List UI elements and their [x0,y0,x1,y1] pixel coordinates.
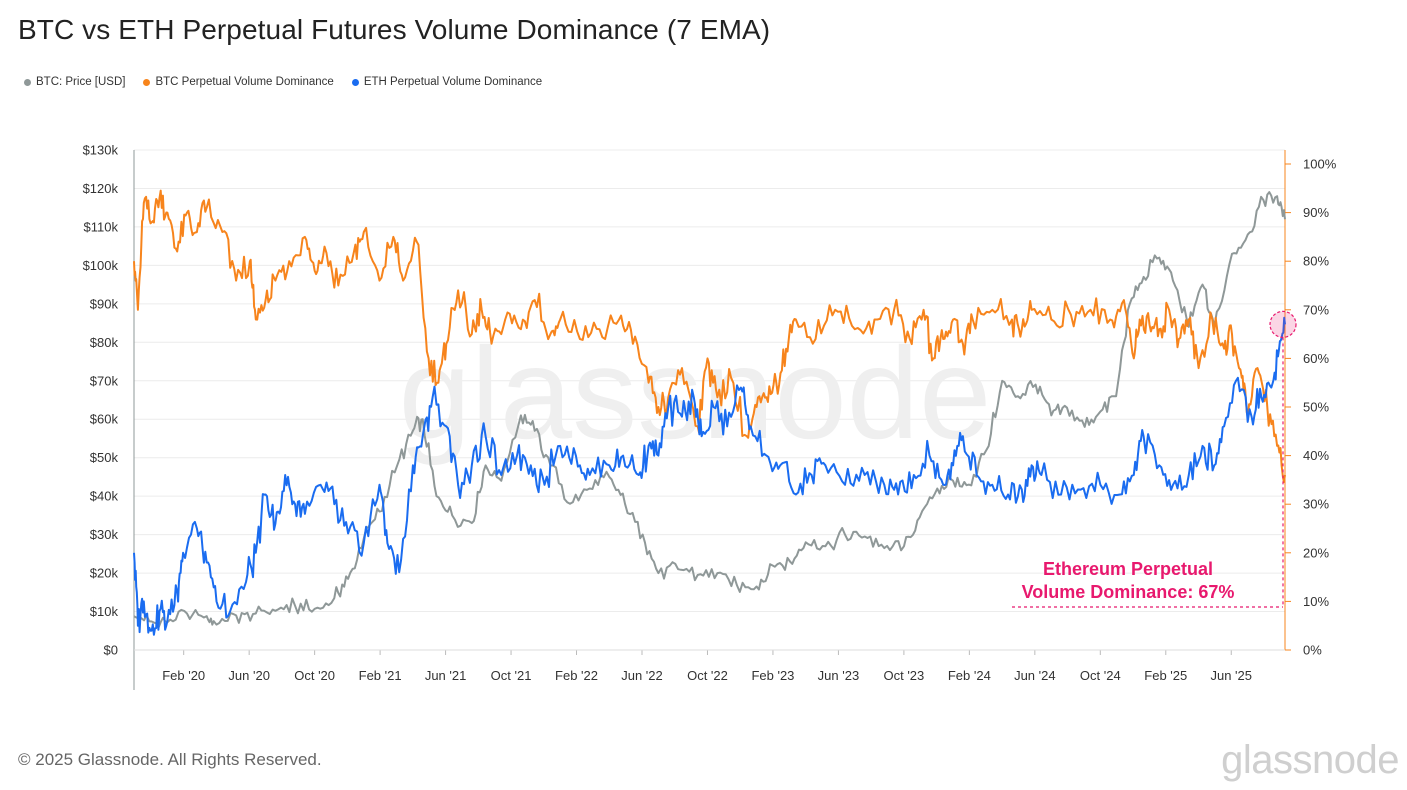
annotation-highlight-circle [1269,310,1297,338]
chart-title: BTC vs ETH Perpetual Futures Volume Domi… [18,14,771,45]
legend-dot-eth-dominance [351,78,359,86]
y-right-tick-label: 90% [1303,205,1329,220]
x-tick-label: Feb '21 [359,668,402,683]
axes: $0 $10k $20k $30k $40k $50k $60k $70k $80k $90k $1… [83,143,1337,690]
x-tick-label: Oct '20 [294,668,335,683]
y-right-tick-label: 20% [1303,545,1329,560]
x-tick-label: Feb '24 [948,668,991,683]
y-left-tick-label: $70k [90,373,119,388]
x-tick-label: Jun '25 [1210,668,1252,683]
y-left-tick-label: $20k [90,566,119,581]
y-right-tick-label: 100% [1303,157,1337,172]
y-left-tick-label: $60k [90,412,119,427]
brand-logo: glassnode [1221,738,1399,782]
y-right-tick-label: 80% [1303,254,1329,269]
chart-legend: BTC: Price [USD] BTC Perpetual Volume Do… [24,76,542,88]
y-left-tick-label: $110k [84,219,119,234]
legend-item-btc-price[interactable]: BTC: Price [USD] [24,76,125,88]
chart-watermark: glassnode [399,320,992,466]
x-tick-label: Feb '22 [555,668,598,683]
legend-dot-btc-dominance [143,78,151,86]
legend-item-btc-dominance[interactable]: BTC Perpetual Volume Dominance [143,76,334,88]
y-left-tick-label: $90k [90,296,119,311]
annotation-label-line1: Ethereum Perpetual [1043,559,1213,579]
y-left-tick-label: $100k [83,258,119,273]
y-left-tick-label: $130k [83,143,119,158]
y-right-tick-label: 60% [1303,351,1329,366]
x-tick-label: Feb '20 [162,668,205,683]
x-tick-label: Oct '21 [491,668,532,683]
series-lines [133,189,1286,636]
legend-dot-btc-price [24,78,31,86]
y-left-tick-label: $0 [104,643,118,658]
x-tick-label: Feb '25 [1144,668,1187,683]
series-line-eth-dominance [133,316,1286,636]
x-tick-label: Oct '23 [883,668,924,683]
x-tick-label: Jun '24 [1014,668,1056,683]
legend-label-btc-price: BTC: Price [USD] [36,76,126,88]
y-left-tick-label: $10k [90,604,119,619]
x-tick-label: Jun '22 [621,668,663,683]
legend-label-btc-dominance: BTC Perpetual Volume Dominance [155,76,334,88]
y-left-tick-label: $120k [83,181,119,196]
x-tick-label: Jun '23 [818,668,860,683]
x-tick-label: Oct '24 [1080,668,1121,683]
x-tick-label: Jun '20 [228,668,270,683]
series-line-btc-price [133,191,1286,629]
x-tick-label: Jun '21 [425,668,467,683]
y-left-tick-label: $30k [90,527,119,542]
footer-copyright: © 2025 Glassnode. All Rights Reserved. [18,750,322,769]
y-right-tick-label: 0% [1303,643,1322,658]
y-right-tick-label: 40% [1303,448,1329,463]
x-tick-label: Oct '22 [687,668,728,683]
y-left-tick-label: $50k [90,450,119,465]
annotation-group: Ethereum Perpetual Volume Dominance: 67% [1012,310,1297,608]
x-tick-label: Feb '23 [751,668,794,683]
y-right-tick-label: 10% [1303,594,1329,609]
y-left-tick-label: $40k [90,489,119,504]
annotation-label-line2: Volume Dominance: 67% [1022,582,1235,602]
gridlines [134,149,1285,651]
y-right-tick-label: 70% [1303,302,1329,317]
y-right-tick-label: 30% [1303,497,1329,512]
legend-item-eth-dominance[interactable]: ETH Perpetual Volume Dominance [351,76,543,88]
y-left-tick-label: $80k [90,335,119,350]
y-right-tick-label: 50% [1303,400,1329,415]
legend-label-eth-dominance: ETH Perpetual Volume Dominance [363,76,543,88]
